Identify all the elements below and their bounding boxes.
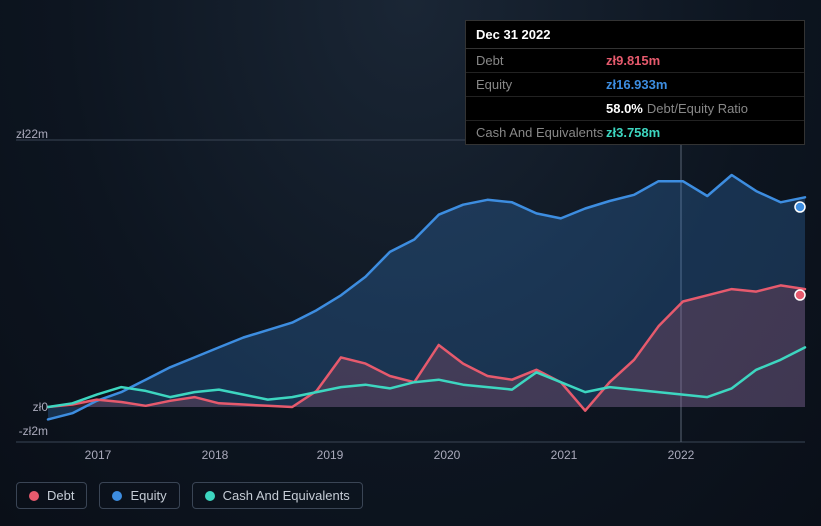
- tooltip-value: zł9.815m: [606, 53, 660, 68]
- legend-item-debt[interactable]: Debt: [16, 482, 87, 509]
- x-axis-label: 2019: [317, 448, 344, 462]
- legend-dot-icon: [112, 491, 122, 501]
- tooltip-key: Equity: [476, 77, 606, 92]
- tooltip-value: 58.0%Debt/Equity Ratio: [606, 101, 748, 116]
- tooltip-value: zł3.758m: [606, 125, 660, 140]
- tooltip-row: 58.0%Debt/Equity Ratio: [466, 97, 804, 121]
- legend-label: Cash And Equivalents: [223, 488, 350, 503]
- chart-tooltip: Dec 31 2022 Debtzł9.815mEquityzł16.933m5…: [465, 20, 805, 145]
- tooltip-key: Cash And Equivalents: [476, 125, 606, 140]
- tooltip-value: zł16.933m: [606, 77, 667, 92]
- tooltip-row: Debtzł9.815m: [466, 49, 804, 73]
- chart-legend: Debt Equity Cash And Equivalents: [16, 482, 363, 509]
- tooltip-row: Equityzł16.933m: [466, 73, 804, 97]
- legend-label: Equity: [130, 488, 166, 503]
- tooltip-row: Cash And Equivalentszł3.758m: [466, 121, 804, 144]
- legend-item-equity[interactable]: Equity: [99, 482, 179, 509]
- legend-item-cash[interactable]: Cash And Equivalents: [192, 482, 363, 509]
- y-axis-label: zł0: [33, 400, 48, 414]
- tooltip-key: [476, 101, 606, 116]
- x-axis-label: 2017: [85, 448, 112, 462]
- x-axis-label: 2022: [668, 448, 695, 462]
- tooltip-key: Debt: [476, 53, 606, 68]
- tooltip-rows: Debtzł9.815mEquityzł16.933m58.0%Debt/Equ…: [466, 49, 804, 144]
- y-axis-label: zł22m: [16, 127, 48, 141]
- tooltip-sub: Debt/Equity Ratio: [647, 101, 748, 116]
- x-axis-label: 2020: [434, 448, 461, 462]
- legend-dot-icon: [29, 491, 39, 501]
- legend-label: Debt: [47, 488, 74, 503]
- x-axis-label: 2021: [551, 448, 578, 462]
- legend-dot-icon: [205, 491, 215, 501]
- y-axis-label: -zł2m: [19, 424, 48, 438]
- tooltip-date: Dec 31 2022: [466, 21, 804, 49]
- x-axis-label: 2018: [202, 448, 229, 462]
